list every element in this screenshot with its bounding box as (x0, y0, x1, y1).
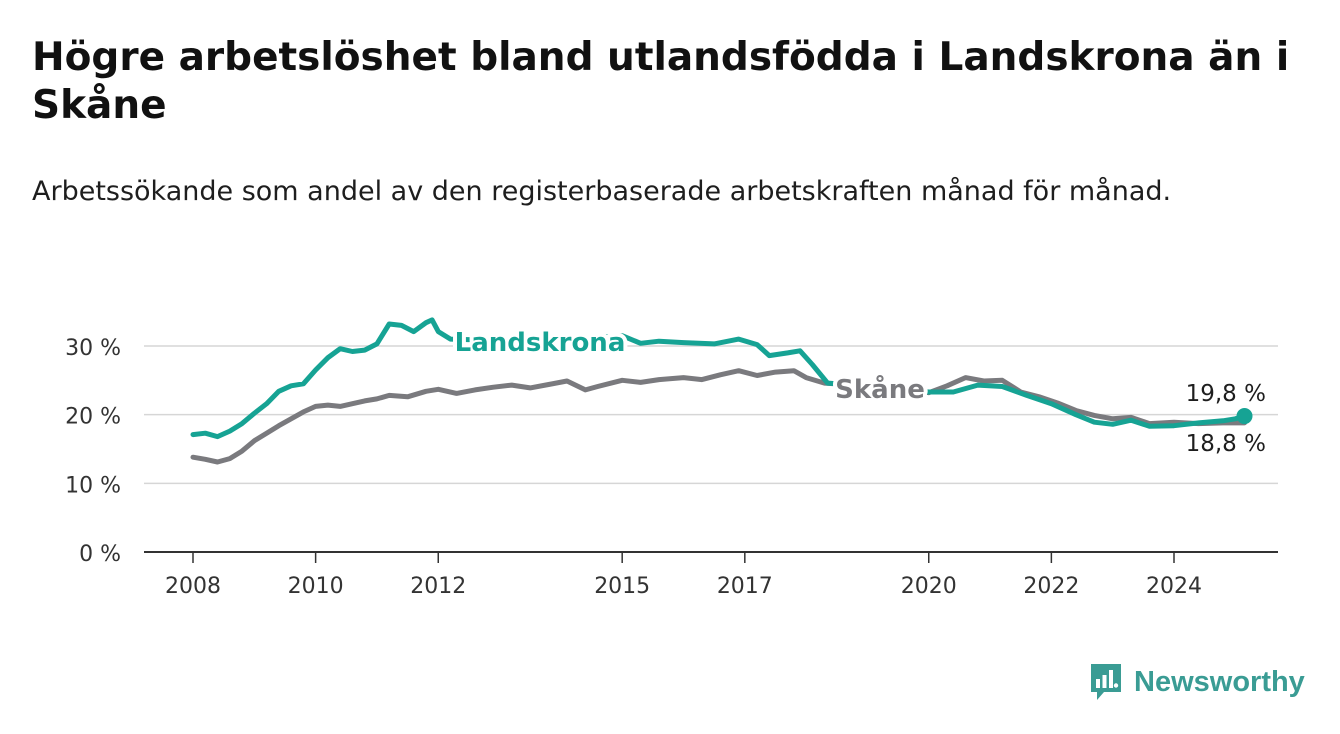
series-label-landskrona: Landskrona (455, 328, 626, 358)
chart-title: Högre arbetslöshet bland utlandsfödda i … (32, 35, 1290, 128)
x-tick-label: 2015 (594, 574, 650, 599)
series-lines (190, 317, 1253, 465)
x-tick-label: 2022 (1023, 574, 1079, 599)
gridlines (144, 345, 1278, 485)
end-value-skane: 18,8 % (1186, 431, 1266, 457)
y-tick-label: 30 % (65, 336, 121, 361)
series-label-skane: Skåne (835, 373, 925, 405)
x-tick-label: 2017 (717, 574, 773, 599)
y-tick-label: 10 % (65, 473, 121, 498)
newsworthy-brand: Newsworthy (1088, 660, 1305, 704)
x-tick-label: 2008 (165, 574, 221, 599)
y-tick-label: 0 % (79, 542, 121, 567)
x-tick-label: 2010 (288, 574, 344, 599)
x-tick-label: 2020 (901, 574, 957, 599)
series-labels: Landskrona Skåne 19,8 % 18,8 % (451, 324, 1270, 461)
series-line-landskrona (190, 317, 1247, 440)
end-value-landskrona: 19,8 % (1186, 381, 1266, 407)
x-tick-label: 2012 (410, 574, 466, 599)
chart-subtitle: Arbetssökande som andel av den registerb… (32, 176, 1172, 207)
x-tick-label: 2024 (1146, 574, 1202, 599)
x-axis: 2008 2010 2012 2015 2017 2020 2022 2024 (144, 551, 1278, 599)
landskrona-end-marker (1236, 408, 1253, 425)
newsworthy-logo-icon (1091, 664, 1121, 700)
y-tick-label: 20 % (65, 405, 121, 430)
series-line-skane (190, 368, 1247, 465)
brand-name: Newsworthy (1134, 665, 1305, 698)
y-axis-labels: 0 % 10 % 20 % 30 % (65, 336, 121, 567)
